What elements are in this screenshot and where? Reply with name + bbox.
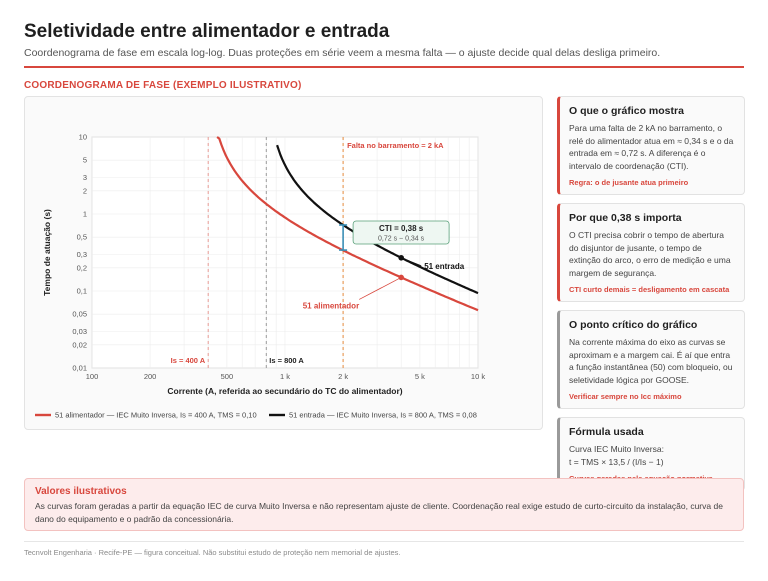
- illustrative-values-alert: Valores ilustrativos As curvas foram ger…: [24, 478, 744, 531]
- section-label: COORDENOGRAMA DE FASE (EXEMPLO ILUSTRATI…: [24, 80, 302, 91]
- y-tick-label: 0,01: [72, 364, 87, 373]
- alert-body: As curvas foram geradas a partir da equa…: [35, 501, 723, 524]
- footer-text: Tecnvolt Engenharia · Recife-PE — figura…: [24, 548, 401, 557]
- cti-callout-title: CTI = 0,38 s: [379, 224, 424, 233]
- feeder-curve: [216, 136, 479, 312]
- y-tick-label: 10: [79, 133, 87, 142]
- y-tick-label: 0,1: [77, 287, 87, 296]
- page-title: Seletividade entre alimentador e entrada: [24, 21, 390, 42]
- y-tick-label: 0,02: [72, 340, 87, 349]
- legend-label-incomer: 51 entrada — IEC Muito Inversa, Is = 800…: [289, 411, 477, 420]
- incomer-marker: [398, 254, 404, 261]
- card-body: Para uma falta de 2 kA no barramento, o …: [569, 123, 734, 171]
- x-axis-title: Corrente (A, referida ao secundário do T…: [167, 386, 402, 396]
- y-tick-label: 0,5: [77, 233, 87, 242]
- card-why-cti-matters: Por que 0,38 s importa O CTI precisa cob…: [557, 203, 745, 302]
- card-note: Verificar sempre no Icc máximo: [569, 392, 682, 401]
- card-what-chart-shows: O que o gráfico mostra Para uma falta de…: [557, 96, 745, 195]
- card-title: O que o gráfico mostra: [569, 105, 684, 117]
- y-tick-label: 0,2: [77, 263, 87, 272]
- x-tick-label: 100: [86, 372, 99, 381]
- page-header: Seletividade entre alimentador e entrada…: [24, 20, 744, 59]
- footer-divider: [24, 541, 744, 542]
- pickup-feeder-label: Is = 400 A: [171, 356, 206, 365]
- x-tick-label: 200: [144, 372, 157, 381]
- cti-callout-detail: 0,72 s − 0,34 s: [378, 235, 425, 242]
- info-cards: O que o gráfico mostra Para uma falta de…: [557, 96, 745, 499]
- y-tick-label: 1: [83, 210, 87, 219]
- incomer-curve-label: 51 entrada: [424, 262, 465, 271]
- x-tick-label: 5 k: [415, 372, 425, 381]
- card-body: O CTI precisa cobrir o tempo de abertura…: [569, 230, 731, 278]
- card-body: Curva IEC Muito Inversa: t = TMS × 13,5 …: [569, 444, 664, 467]
- page-subtitle: Coordenograma de fase em escala log-log.…: [24, 47, 661, 59]
- card-title: Por que 0,38 s importa: [569, 212, 682, 224]
- y-tick-label: 3: [83, 173, 87, 182]
- x-tick-label: 2 k: [338, 372, 348, 381]
- coordination-chart: 100 200 500 1 k 2 k 5 k 10 k 0,01 0,02 0,03 0,05 0,…: [24, 96, 543, 430]
- legend-label-feeder: 51 alimentador — IEC Muito Inversa, Is =…: [55, 411, 257, 420]
- feeder-curve-label: 51 alimentador: [303, 301, 359, 310]
- feeder-leader-line: [359, 277, 402, 300]
- x-tick-label: 1 k: [280, 372, 290, 381]
- card-note: CTI curto demais = desligamento em casca…: [569, 285, 730, 294]
- card-critical-point: O ponto crítico do gráfico Na corrente m…: [557, 310, 745, 409]
- x-tick-label: 500: [221, 372, 234, 381]
- card-title: O ponto crítico do gráfico: [569, 319, 698, 331]
- alert-title: Valores ilustrativos: [35, 486, 127, 497]
- x-tick-label: 10 k: [471, 372, 485, 381]
- y-tick-label: 0,3: [77, 250, 87, 259]
- y-tick-label: 2: [83, 186, 87, 195]
- y-tick-label: 5: [83, 156, 87, 165]
- y-axis-title: Tempo de atuação (s): [42, 209, 52, 296]
- chart-svg: 100 200 500 1 k 2 k 5 k 10 k 0,01 0,02 0,03 0,05 0,…: [35, 133, 485, 420]
- bus-fault-label: Falta no barramento = 2 kA: [347, 141, 444, 150]
- card-title: Fórmula usada: [569, 426, 644, 438]
- y-tick-label: 0,03: [72, 327, 87, 336]
- cti-callout-box: [352, 220, 450, 245]
- incomer-curve: [276, 144, 479, 295]
- incomer-leader-line: [401, 257, 422, 267]
- pickup-incomer-label: Is = 800 A: [269, 356, 304, 365]
- card-body: Na corrente máxima do eixo as curvas se …: [569, 337, 733, 385]
- header-divider: [24, 66, 744, 68]
- y-tick-label: 0,05: [72, 310, 87, 319]
- card-note: Regra: o de jusante atua primeiro: [569, 178, 689, 187]
